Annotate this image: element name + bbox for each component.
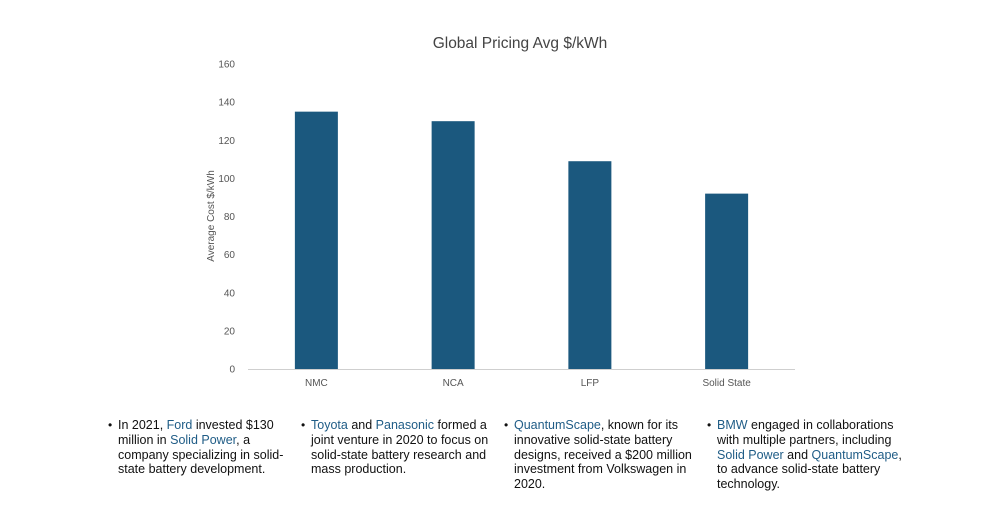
y-tick-label: 40 [224,288,236,299]
y-tick-label: 120 [218,136,235,147]
bar-lfp [568,161,612,369]
x-axis-ticks: NMC NCA LFP Solid State [305,378,751,389]
x-tick-label: Solid State [702,378,751,389]
bar-nmc [294,111,338,369]
bar-chart: Global Pricing Avg $/kWh Average Cost $/… [206,35,795,389]
notes-row: In 2021, Ford invested $130 million in S… [0,418,1000,508]
note-highlight: BMW [717,418,748,432]
x-tick-label: NCA [443,378,464,389]
y-axis-label: Average Cost $/kWh [206,170,217,262]
y-tick-label: 20 [224,326,236,337]
y-tick-label: 60 [224,250,236,261]
chart-title: Global Pricing Avg $/kWh [433,35,608,52]
x-tick-label: NMC [305,378,328,389]
y-tick-label: 160 [218,60,235,71]
note-toyota: Toyota and Panasonic formed a joint vent… [301,418,496,477]
bar-nca [431,121,475,369]
note-highlight: QuantumScape [811,447,899,462]
x-tick-label: LFP [581,378,600,389]
note-text: , known for its innovative solid-state b… [514,418,692,492]
note-highlight: Ford [166,418,193,432]
y-axis-ticks: 0 20 40 60 80 100 120 140 160 [218,60,235,376]
note-quantumscape: QuantumScape, known for its innovative s… [504,418,699,492]
note-highlight: Solid Power [170,432,237,447]
note-text: and [347,418,376,432]
y-tick-label: 80 [224,212,236,223]
y-tick-label: 0 [229,365,235,376]
note-text: invested $130 million in [118,418,274,447]
note-text: In 2021, [118,418,167,432]
note-text: , a company specializing in solid-state … [118,432,284,477]
y-tick-label: 140 [218,98,235,109]
y-tick-label: 100 [218,174,235,185]
note-highlight: Toyota [311,418,348,432]
note-text: , to advance solid-state battery technol… [717,447,902,492]
bar-solid-state [705,193,749,369]
note-highlight: QuantumScape [514,418,601,432]
note-text: engaged in collaborations with multiple … [717,418,894,447]
note-bmw: BMW engaged in collaborations with multi… [707,418,902,492]
note-highlight: Panasonic [375,418,435,432]
note-text: formed a joint venture in 2020 to focus … [311,418,489,477]
note-highlight: Solid Power [717,447,784,462]
note-text: and [783,447,812,462]
bars [294,111,749,369]
note-ford: In 2021, Ford invested $130 million in S… [108,418,303,477]
